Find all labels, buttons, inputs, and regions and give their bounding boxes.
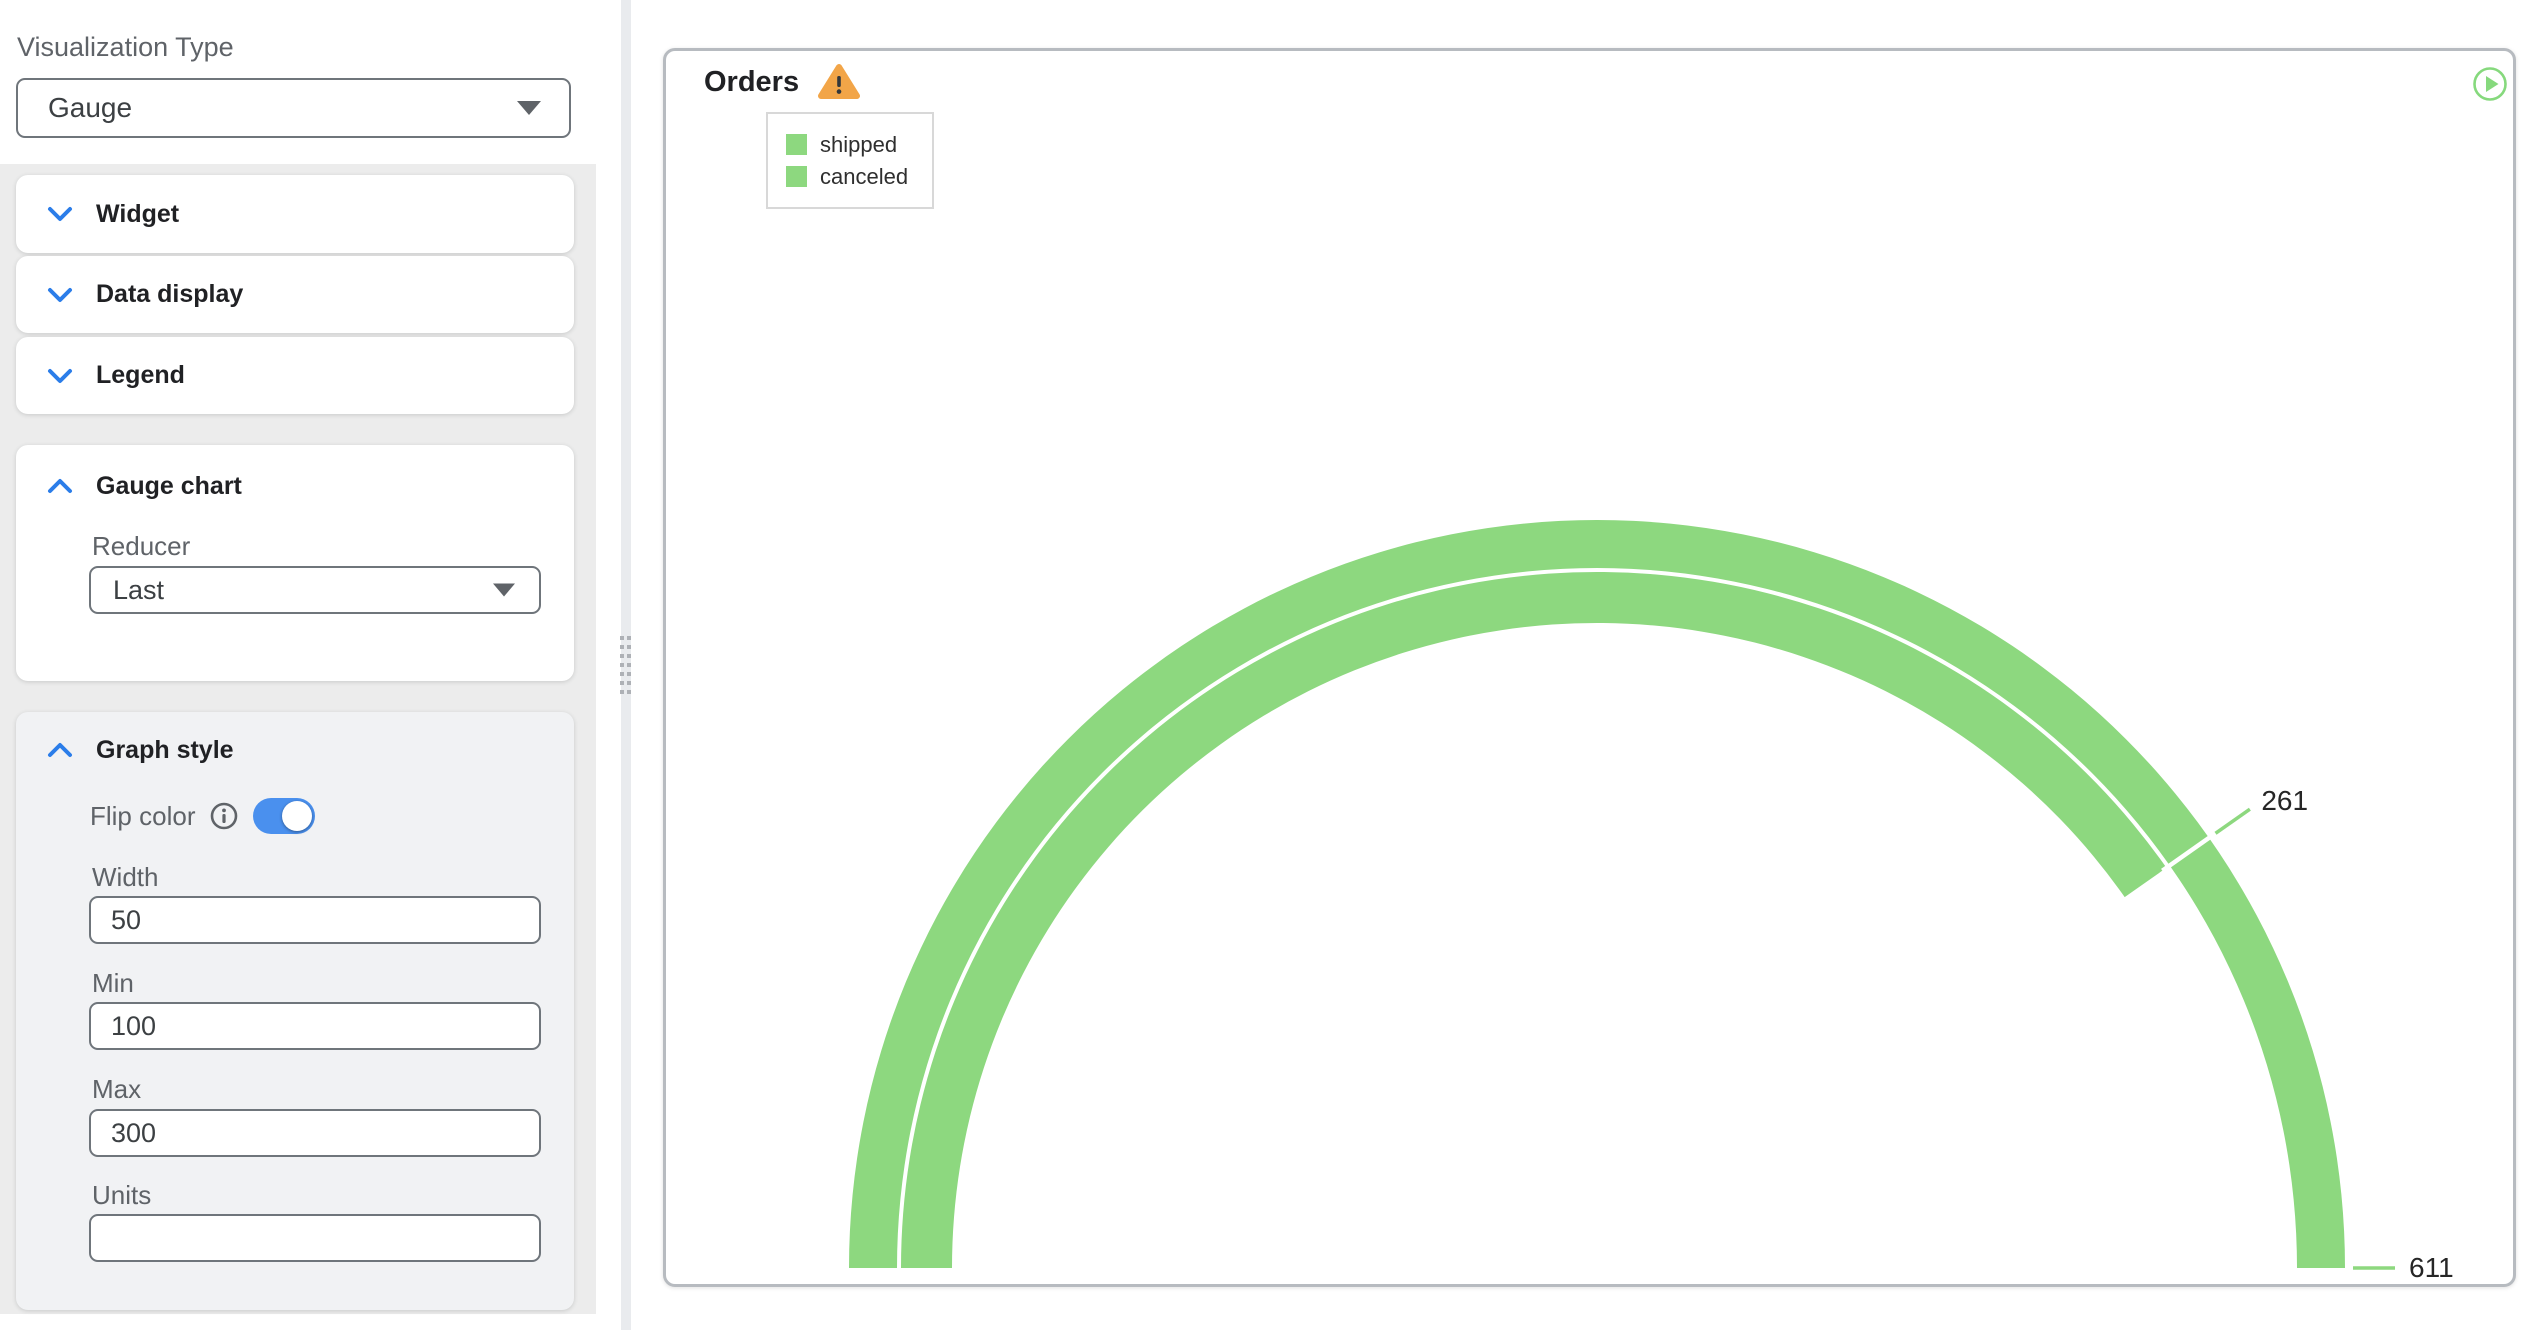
section-title: Data display bbox=[96, 280, 244, 308]
section-header-legend[interactable]: Legend bbox=[16, 337, 574, 414]
min-input[interactable] bbox=[89, 1002, 541, 1050]
gauge-arc-canceled bbox=[901, 571, 2167, 1268]
section-card-graph-style: Graph style Flip color Width Min Max Uni… bbox=[16, 712, 574, 1310]
chevron-down-icon bbox=[46, 205, 76, 223]
section-title: Graph style bbox=[96, 735, 234, 764]
gauge-value-tick bbox=[2214, 807, 2251, 835]
max-label: Max bbox=[92, 1074, 142, 1104]
visualization-type-label: Visualization Type bbox=[17, 32, 234, 62]
section-card-legend: Legend bbox=[16, 337, 574, 414]
sidebar-splitter bbox=[621, 0, 631, 1330]
visualization-type-value: Gauge bbox=[48, 92, 133, 123]
gauge-arc-shipped bbox=[849, 520, 2345, 1268]
info-icon[interactable] bbox=[209, 801, 239, 831]
chart-legend: shipped canceled bbox=[766, 112, 934, 209]
chevron-down-icon bbox=[46, 367, 76, 385]
section-title: Widget bbox=[96, 199, 180, 228]
legend-label: canceled bbox=[820, 163, 909, 189]
section-card-data-display: Data display bbox=[16, 256, 574, 333]
gauge-needle-gap bbox=[2161, 830, 2218, 873]
legend-item[interactable]: canceled bbox=[786, 162, 932, 191]
legend-swatch bbox=[786, 134, 807, 155]
visualization-type-select[interactable]: Gauge bbox=[16, 78, 571, 138]
flip-color-toggle[interactable] bbox=[253, 798, 316, 834]
chevron-down-icon bbox=[46, 286, 76, 304]
section-card-widget: Widget bbox=[16, 175, 574, 253]
section-title: Legend bbox=[96, 361, 185, 389]
section-header-graph-style[interactable]: Graph style bbox=[16, 712, 574, 776]
legend-label: shipped bbox=[820, 131, 898, 157]
section-card-gauge-chart: Gauge chart Reducer Last bbox=[16, 445, 574, 681]
section-header-widget[interactable]: Widget bbox=[16, 175, 574, 253]
flip-color-label: Flip color bbox=[90, 800, 196, 831]
reducer-value: Last bbox=[113, 574, 165, 605]
width-label: Width bbox=[92, 862, 159, 892]
max-input[interactable] bbox=[89, 1109, 541, 1157]
min-label: Min bbox=[92, 968, 134, 998]
gauge-chart: 611 261 bbox=[849, 520, 2454, 1283]
units-label: Units bbox=[92, 1180, 152, 1210]
section-title: Gauge chart bbox=[96, 471, 242, 500]
chevron-up-icon bbox=[46, 477, 76, 495]
run-query-icon[interactable] bbox=[2471, 65, 2509, 108]
legend-item[interactable]: shipped bbox=[786, 130, 932, 159]
caret-down-icon bbox=[517, 101, 541, 115]
settings-sidebar: Visualization Type Gauge Widget Data dis… bbox=[0, 0, 621, 1330]
legend-swatch bbox=[786, 166, 807, 187]
caret-down-icon bbox=[493, 583, 515, 597]
toggle-knob bbox=[282, 801, 313, 831]
section-header-data-display[interactable]: Data display bbox=[16, 256, 574, 333]
reducer-select[interactable]: Last bbox=[89, 566, 541, 614]
section-header-gauge-chart[interactable]: Gauge chart bbox=[16, 445, 574, 517]
chart-panel: Orders shipped canceled 611 261 bbox=[663, 48, 2516, 1287]
units-input[interactable] bbox=[89, 1214, 541, 1262]
gauge-value-label: 261 bbox=[2261, 785, 2308, 816]
splitter-drag-handle[interactable] bbox=[620, 636, 631, 694]
warning-icon[interactable] bbox=[817, 63, 861, 101]
width-input[interactable] bbox=[89, 896, 541, 944]
panel-title: Orders bbox=[704, 65, 800, 98]
chevron-up-icon bbox=[46, 741, 76, 759]
reducer-label: Reducer bbox=[92, 531, 191, 561]
gauge-value-label: 611 bbox=[2409, 1252, 2454, 1283]
